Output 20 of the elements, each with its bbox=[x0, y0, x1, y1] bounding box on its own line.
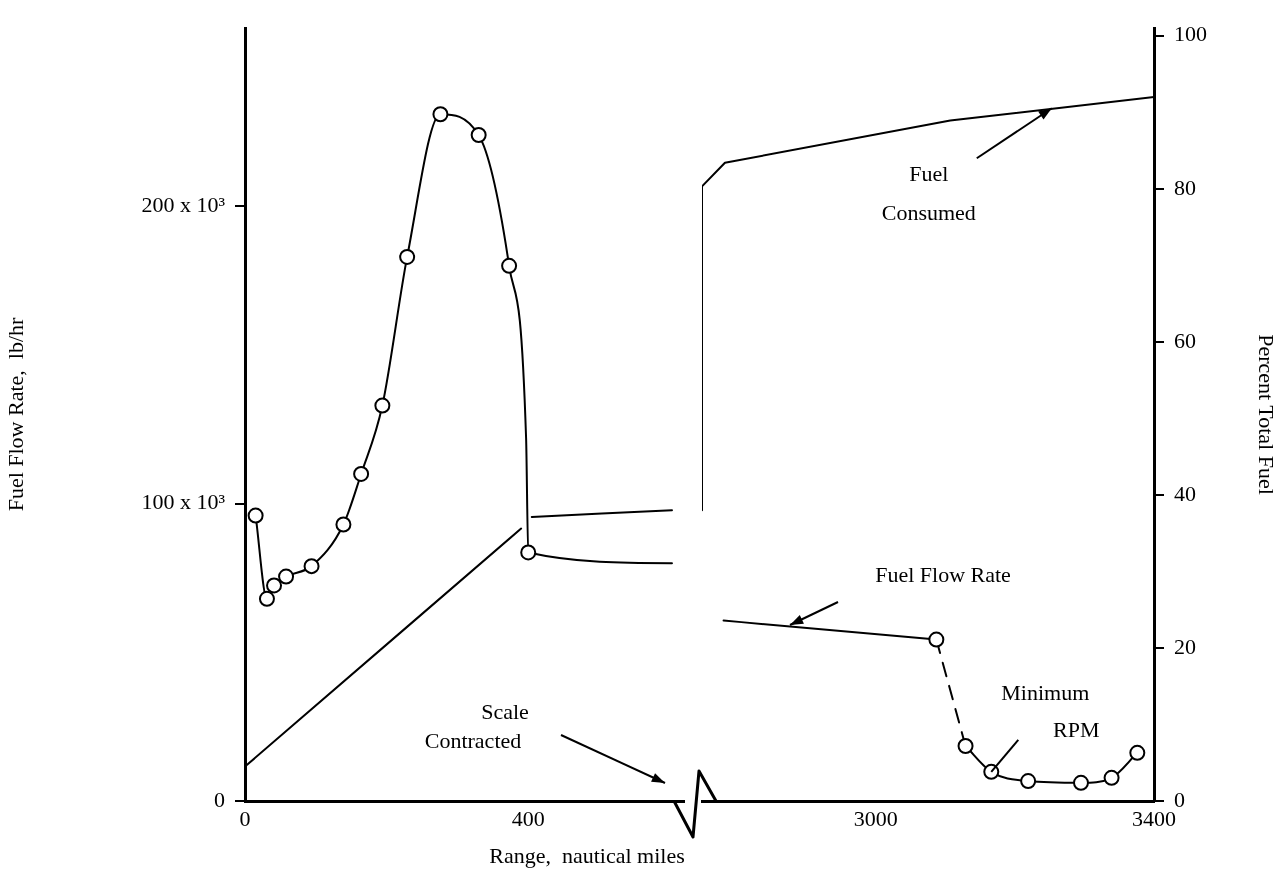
annotation: Fuel Flow Rate bbox=[875, 561, 1011, 587]
y2-tick-label: 0 bbox=[1174, 786, 1185, 812]
y-tick-label: 0 bbox=[214, 786, 225, 812]
annotation: Fuel Consumed bbox=[881, 161, 976, 226]
annotation: Minimum RPM bbox=[1001, 679, 1100, 742]
x-tick-label: 400 bbox=[511, 805, 545, 831]
y-tick-label: 200 x 10³ bbox=[141, 192, 226, 218]
y2-tick-label: 40 bbox=[1174, 480, 1196, 506]
y-tick-label: 100 x 10³ bbox=[141, 489, 226, 515]
x-tick-label: 0 bbox=[239, 805, 251, 831]
x-axis-title: Range, nautical miles bbox=[489, 843, 685, 869]
y-axis-title: Fuel Flow Rate, lb/hr bbox=[2, 316, 28, 512]
annotation: Scale Contracted bbox=[424, 698, 529, 753]
y2-tick-label: 20 bbox=[1174, 633, 1196, 659]
y2-tick-label: 100 bbox=[1174, 21, 1207, 47]
x-tick-label: 3400 bbox=[1132, 805, 1176, 831]
y2-axis-title: Percent Total Fuel bbox=[1254, 334, 1280, 495]
x-tick-label: 3000 bbox=[853, 805, 898, 831]
y2-tick-label: 60 bbox=[1174, 327, 1196, 353]
y2-tick-label: 80 bbox=[1174, 174, 1196, 200]
